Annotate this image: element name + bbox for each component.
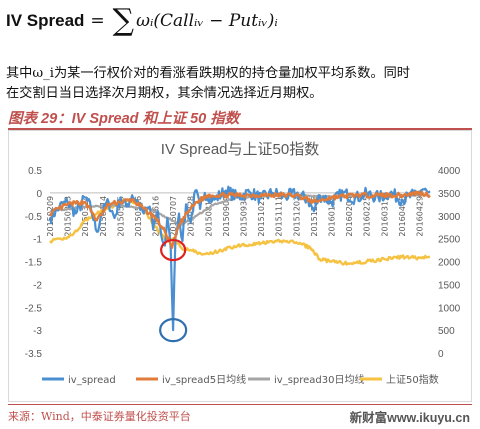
x-tick-label: 20151111 — [275, 196, 284, 237]
y-left-tick-label: -3 — [33, 326, 42, 337]
annotation-blue-circle — [159, 318, 188, 343]
x-tick-label: 20150818 — [204, 196, 213, 237]
figure-title: 图表 29：IV Spread 和上证 50 指数 — [8, 111, 240, 127]
formula-equals: = — [90, 11, 105, 31]
y-right-tick-label: 1000 — [438, 303, 461, 314]
x-tick-label: 20150707 — [169, 196, 178, 237]
chart-title: IV Spread与上证50指数 — [161, 141, 319, 158]
x-tick-label: 20151223 — [310, 196, 319, 237]
description-line-1: 其中ω_i为某一行权价对的看涨看跌期权的持仓量加权平均系数。同时 — [6, 66, 410, 81]
y-right-tick-label: 4000 — [438, 166, 461, 177]
x-tick-label: 20160204 — [345, 196, 354, 237]
watermark-text: 新财富www.ikuyu.cn — [349, 411, 470, 425]
y-right-tick-label: 2000 — [438, 258, 461, 269]
x-tick-label: 20150324 — [81, 196, 90, 237]
y-left-tick-label: -2.5 — [25, 303, 43, 314]
x-tick-label: 20150209 — [46, 196, 55, 237]
annotation-red-circle — [160, 238, 187, 262]
iv-spread-chart: IV Spread与上证50指数 0.5 0 -0.5 -1 -1.5 -2 -2.5 -3 -3… — [8, 130, 472, 402]
x-tick-label: 20150930 — [240, 196, 249, 237]
legend-label: iv_spread — [68, 375, 116, 386]
x-tick-label: 20160114 — [327, 196, 336, 237]
y-right-tick-label: 0 — [438, 349, 444, 360]
y-left-tick-label: -1 — [33, 235, 42, 246]
chart-frame — [8, 130, 472, 402]
x-tick-label: 20160225 — [363, 196, 372, 237]
x-tick-label: 20150505 — [116, 196, 125, 237]
y-right-tick-label: 3000 — [438, 212, 461, 223]
formula-sigma: ∑ — [112, 3, 135, 38]
x-tick-label: 20150909 — [222, 196, 231, 237]
x-tick-label: 20160408 — [398, 196, 407, 237]
y-left-tick-label: 0.5 — [28, 166, 42, 177]
y-left-tick-label: -2 — [33, 280, 42, 291]
x-tick-label: 20160429 — [415, 196, 424, 237]
figure-title-row: 图表 29：IV Spread 和上证 50 指数 — [8, 108, 472, 130]
x-tick-label: 20151021 — [257, 196, 266, 237]
x-tick-label: 20160317 — [380, 196, 389, 237]
legend-label: iv_spread30日均线 — [274, 373, 365, 386]
source-text: 来源：Wind，中泰证券量化投资平台 — [8, 410, 191, 423]
legend-label: iv_spread5日均线 — [162, 373, 246, 386]
y-right-tick-label: 500 — [438, 326, 455, 337]
legend-label: 上证50指数 — [386, 373, 439, 386]
x-tick-label: 20151202 — [292, 196, 301, 237]
chart-container: IV Spread与上证50指数 0.5 0 -0.5 -1 -1.5 -2 -2.5 -3 -3… — [8, 130, 472, 402]
series-line-iv_spread5日均线 — [49, 190, 431, 249]
y-right-tick-label: 2500 — [438, 235, 461, 246]
series-line-上证50指数 — [49, 198, 431, 266]
x-tick-label: 20150303 — [64, 196, 73, 237]
y-left-tick-label: -0.5 — [25, 212, 43, 223]
y-right-tick-label: 1500 — [438, 280, 461, 291]
iv-spread-formula: IV Spread = ∑ ωᵢ(Callᵢᵥ − Putᵢᵥ)ᵢ — [6, 2, 278, 40]
formula-rhs: ωᵢ(Callᵢᵥ − Putᵢᵥ)ᵢ — [136, 11, 278, 31]
description-line-2: 在交割日当日选择次月期权，其余情况选择近月期权。 — [6, 86, 323, 101]
y-right-tick-label: 3500 — [438, 189, 461, 200]
y-left-tick-label: -3.5 — [25, 349, 43, 360]
source-row: 来源：Wind，中泰证券量化投资平台 新财富www.ikuyu.cn — [8, 404, 472, 427]
y-left-tick-label: -1.5 — [25, 258, 43, 269]
y-left-tick-label: 0 — [36, 189, 42, 200]
x-tick-label: 20150414 — [99, 196, 108, 237]
x-tick-label: 20150526 — [134, 196, 143, 237]
formula-lhs: IV Spread — [6, 11, 85, 30]
